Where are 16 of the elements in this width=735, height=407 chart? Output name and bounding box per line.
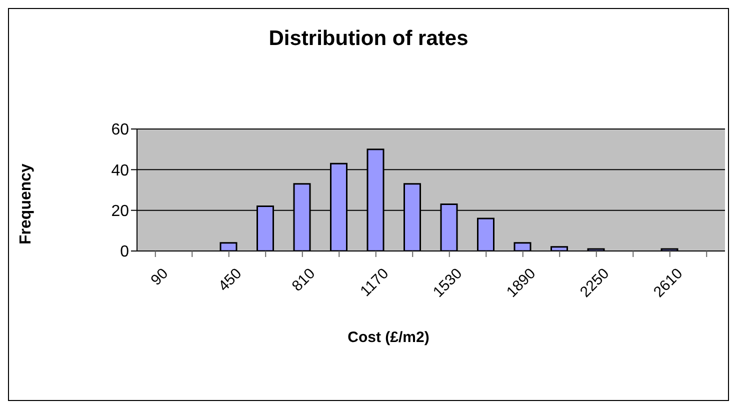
x-axis-title: Cost (£/m2) — [346, 329, 430, 346]
bar — [514, 242, 532, 251]
bar — [660, 248, 678, 251]
x-tick-label: 810 — [288, 265, 319, 295]
y-tick-label: 0 — [120, 244, 130, 261]
bar — [220, 242, 238, 251]
bar — [550, 246, 568, 251]
bar — [477, 218, 494, 251]
chart-title: Distribution of rates — [268, 27, 470, 51]
bar — [587, 248, 605, 251]
y-axis-title: Frequency — [17, 164, 35, 244]
y-tick-label: 40 — [111, 162, 130, 180]
x-tick-label: 450 — [215, 265, 246, 295]
x-tick-label: 90 — [148, 265, 172, 289]
y-tick-label: 20 — [111, 203, 130, 220]
y-tick-label: 60 — [111, 122, 130, 139]
